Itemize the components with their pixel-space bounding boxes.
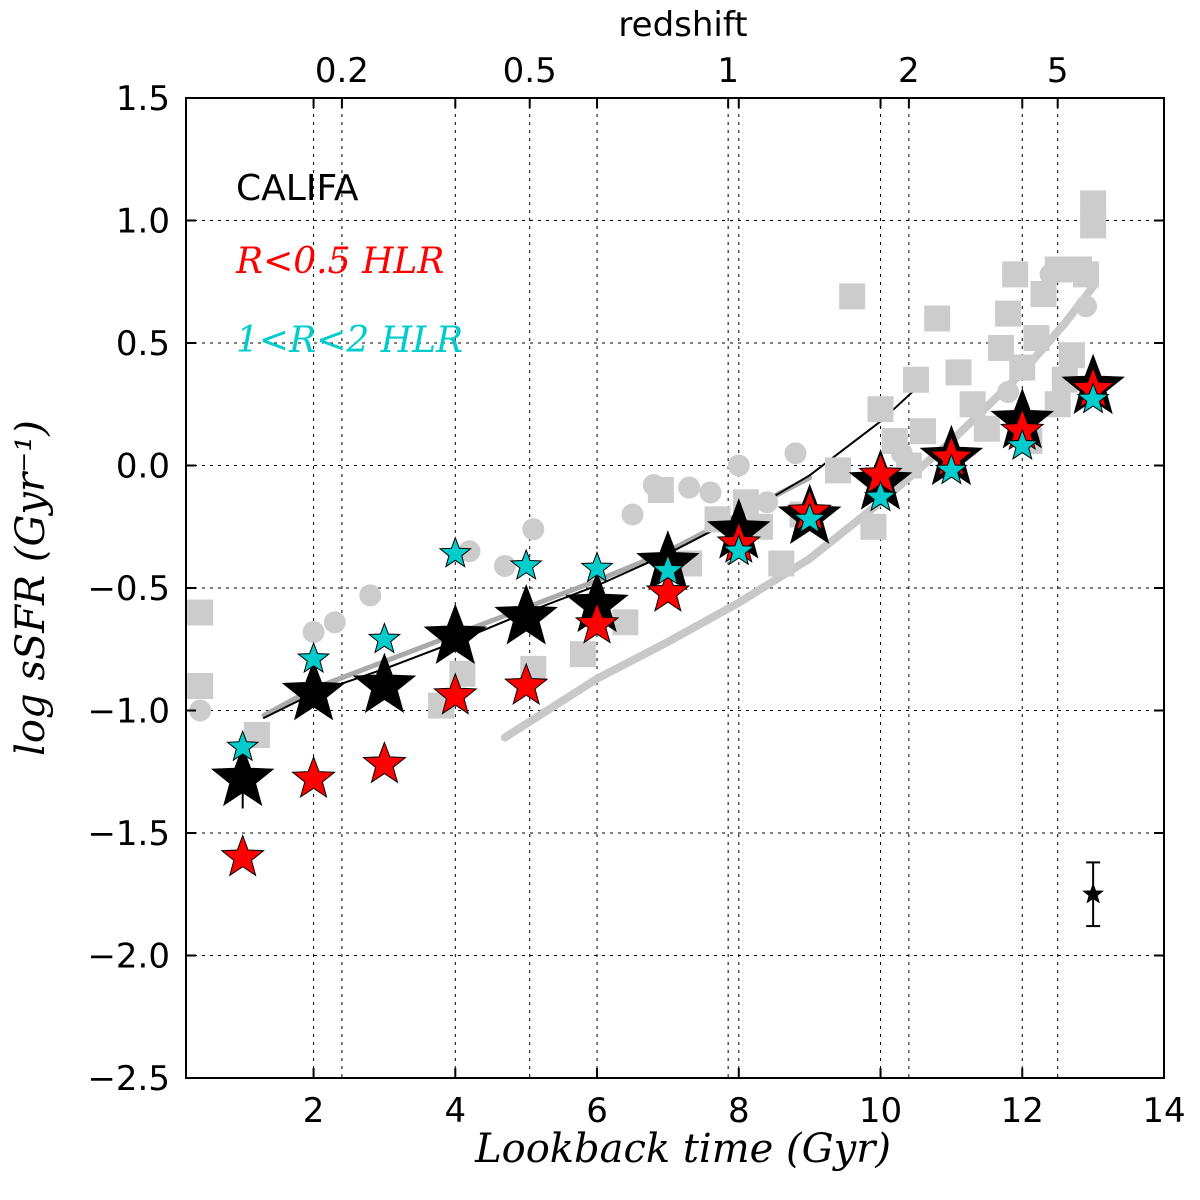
literature-square: [910, 418, 937, 445]
literature-square: [1002, 261, 1029, 288]
literature-circle: [784, 442, 807, 465]
x-tick-label: 8: [728, 1091, 750, 1131]
star-outer: [722, 533, 756, 566]
literature-square: [924, 305, 951, 332]
literature-circle: [756, 491, 779, 514]
literature-square: [187, 599, 214, 626]
literature-square: [1009, 354, 1036, 381]
star-outer: [226, 729, 260, 762]
x-tick-label: 2: [303, 1091, 325, 1131]
star-califa: [423, 603, 488, 665]
literature-square: [569, 641, 596, 668]
literature-circle: [678, 476, 701, 499]
x-tick-label: 4: [444, 1091, 466, 1131]
star-outer: [438, 536, 472, 568]
y-tick-label: 0.0: [116, 447, 170, 487]
literature-square: [825, 457, 851, 484]
literature-square: [839, 283, 866, 310]
star-outer: [1076, 381, 1110, 414]
literature-square: [902, 366, 929, 393]
redshift-tick-label: 0.2: [315, 51, 369, 91]
star-outer: [296, 641, 331, 674]
literature-square: [768, 550, 795, 577]
literature-square: [867, 396, 894, 423]
y-tick-label: 1.0: [116, 202, 170, 242]
data-stars: [210, 353, 1125, 928]
literature-circle: [642, 474, 665, 497]
literature-square: [973, 415, 1000, 442]
literature-square: [187, 673, 214, 699]
star-califa: [210, 745, 275, 807]
star-outer: [367, 622, 402, 654]
literature-circle: [890, 442, 913, 465]
literature-circle: [997, 381, 1020, 403]
literature-square: [1058, 342, 1085, 369]
redshift-tick-label: 5: [1047, 51, 1069, 91]
literature-square: [995, 300, 1022, 327]
star-inner: [574, 601, 620, 644]
x-axis-title: Lookback time (Gyr): [474, 1126, 891, 1172]
literature-circle: [323, 611, 346, 634]
literature-square: [860, 513, 887, 540]
top-axis-title: redshift: [618, 5, 747, 45]
star-inner: [433, 672, 478, 715]
axis-ticks: 2 4 6 8 10 12 14−2.5−2.0−1.5−1.0−0.50.00.51.01…: [87, 51, 1185, 1131]
literature-square: [959, 391, 986, 418]
literature-circle: [189, 699, 212, 722]
star-outer: [509, 548, 543, 581]
redshift-tick-label: 1: [717, 51, 739, 91]
redshift-tick-label: 2: [898, 51, 920, 91]
literature-circle: [302, 621, 325, 644]
literature-circle: [1039, 263, 1062, 286]
star-outer: [580, 550, 614, 583]
x-tick-label: 14: [1142, 1091, 1185, 1131]
y-tick-label: −2.5: [87, 1059, 170, 1099]
legend-outer: 1<R<2 HLR: [236, 320, 463, 361]
star-outer: [1005, 428, 1039, 460]
y-tick-label: 0.5: [116, 324, 170, 364]
y-tick-label: −1.5: [87, 814, 170, 854]
literature-circle: [699, 481, 722, 504]
literature-circle: [522, 518, 545, 541]
literature-circle: [1025, 327, 1048, 350]
x-tick-label: 12: [1001, 1091, 1044, 1131]
star-califa: [352, 652, 417, 714]
redshift-tick-label: 0.5: [503, 51, 557, 91]
y-tick-label: −0.5: [87, 569, 170, 609]
star-inner: [362, 740, 407, 784]
star-inner: [291, 755, 336, 799]
literature-square: [1030, 281, 1057, 307]
literature-square: [1080, 190, 1107, 217]
star-outer: [863, 479, 898, 512]
typical-error-star: [1082, 882, 1104, 904]
star-outer: [934, 452, 968, 485]
literature-circle: [727, 454, 750, 477]
literature-square: [1073, 261, 1100, 288]
y-axis-title: log sSFR (Gyr⁻¹): [8, 420, 54, 756]
star-califa: [494, 583, 558, 645]
legend-califa: CALIFA: [236, 168, 359, 209]
star-outer: [651, 553, 685, 585]
star-inner: [645, 569, 691, 612]
literature-square: [1080, 212, 1107, 239]
literature-circle: [493, 554, 516, 577]
literature-circle: [621, 503, 644, 526]
x-tick-label: 6: [586, 1091, 608, 1131]
x-tick-label: 10: [859, 1091, 902, 1131]
y-tick-label: 1.5: [116, 79, 170, 119]
star-outer: [793, 501, 827, 534]
literature-square: [612, 609, 639, 636]
literature-circle: [359, 584, 382, 607]
star-inner: [503, 662, 549, 705]
literature-square: [945, 359, 972, 386]
star-califa: [281, 659, 346, 721]
literature-circle: [458, 540, 481, 563]
legend-inner: R<0.5 HLR: [235, 241, 444, 282]
star-inner: [220, 834, 265, 877]
grid: [186, 98, 1164, 1078]
y-tick-label: −2.0: [87, 937, 170, 977]
y-tick-label: −1.0: [87, 692, 170, 732]
literature-circle: [1075, 295, 1098, 318]
